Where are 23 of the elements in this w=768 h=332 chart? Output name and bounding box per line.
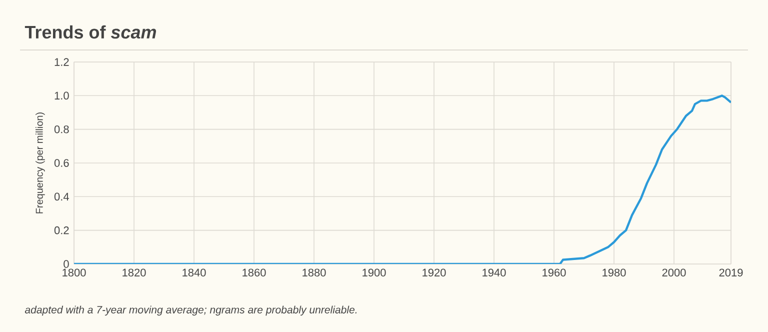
x-tick-label: 2000 bbox=[662, 268, 686, 276]
x-tick-label: 2019 bbox=[719, 268, 743, 276]
y-tick-label: 0.8 bbox=[54, 125, 69, 134]
y-tick-label: 0.4 bbox=[54, 192, 69, 201]
text: adapted with a 7-year moving average; ngrams are probably unreliable. bbox=[24, 306, 357, 316]
x-tick-label: 1900 bbox=[362, 268, 386, 276]
x-tick-label: 1960 bbox=[542, 268, 566, 276]
line-series bbox=[74, 94, 731, 264]
x-tick-label: 1860 bbox=[242, 268, 266, 276]
y-tick-label: 0 bbox=[64, 260, 69, 268]
x-tick-label: 1880 bbox=[302, 268, 326, 276]
x-tick-label: 1840 bbox=[182, 268, 206, 276]
x-tick-label: 1800 bbox=[62, 268, 86, 276]
x-tick-label: 1980 bbox=[602, 268, 626, 276]
y-tick-label: 0.2 bbox=[54, 226, 69, 234]
y-axis-title: Frequency (per million) bbox=[36, 112, 45, 214]
chart-title: Trends of scam bbox=[24, 25, 156, 39]
x-tick-label: 1820 bbox=[122, 268, 146, 276]
y-tick-label: 0.6 bbox=[54, 159, 69, 167]
x-tick-label: 1940 bbox=[482, 268, 506, 276]
x-tick-label: 1920 bbox=[422, 268, 446, 276]
y-tick-label: 1.2 bbox=[54, 58, 69, 66]
y-tick-label: 1.0 bbox=[54, 92, 69, 100]
